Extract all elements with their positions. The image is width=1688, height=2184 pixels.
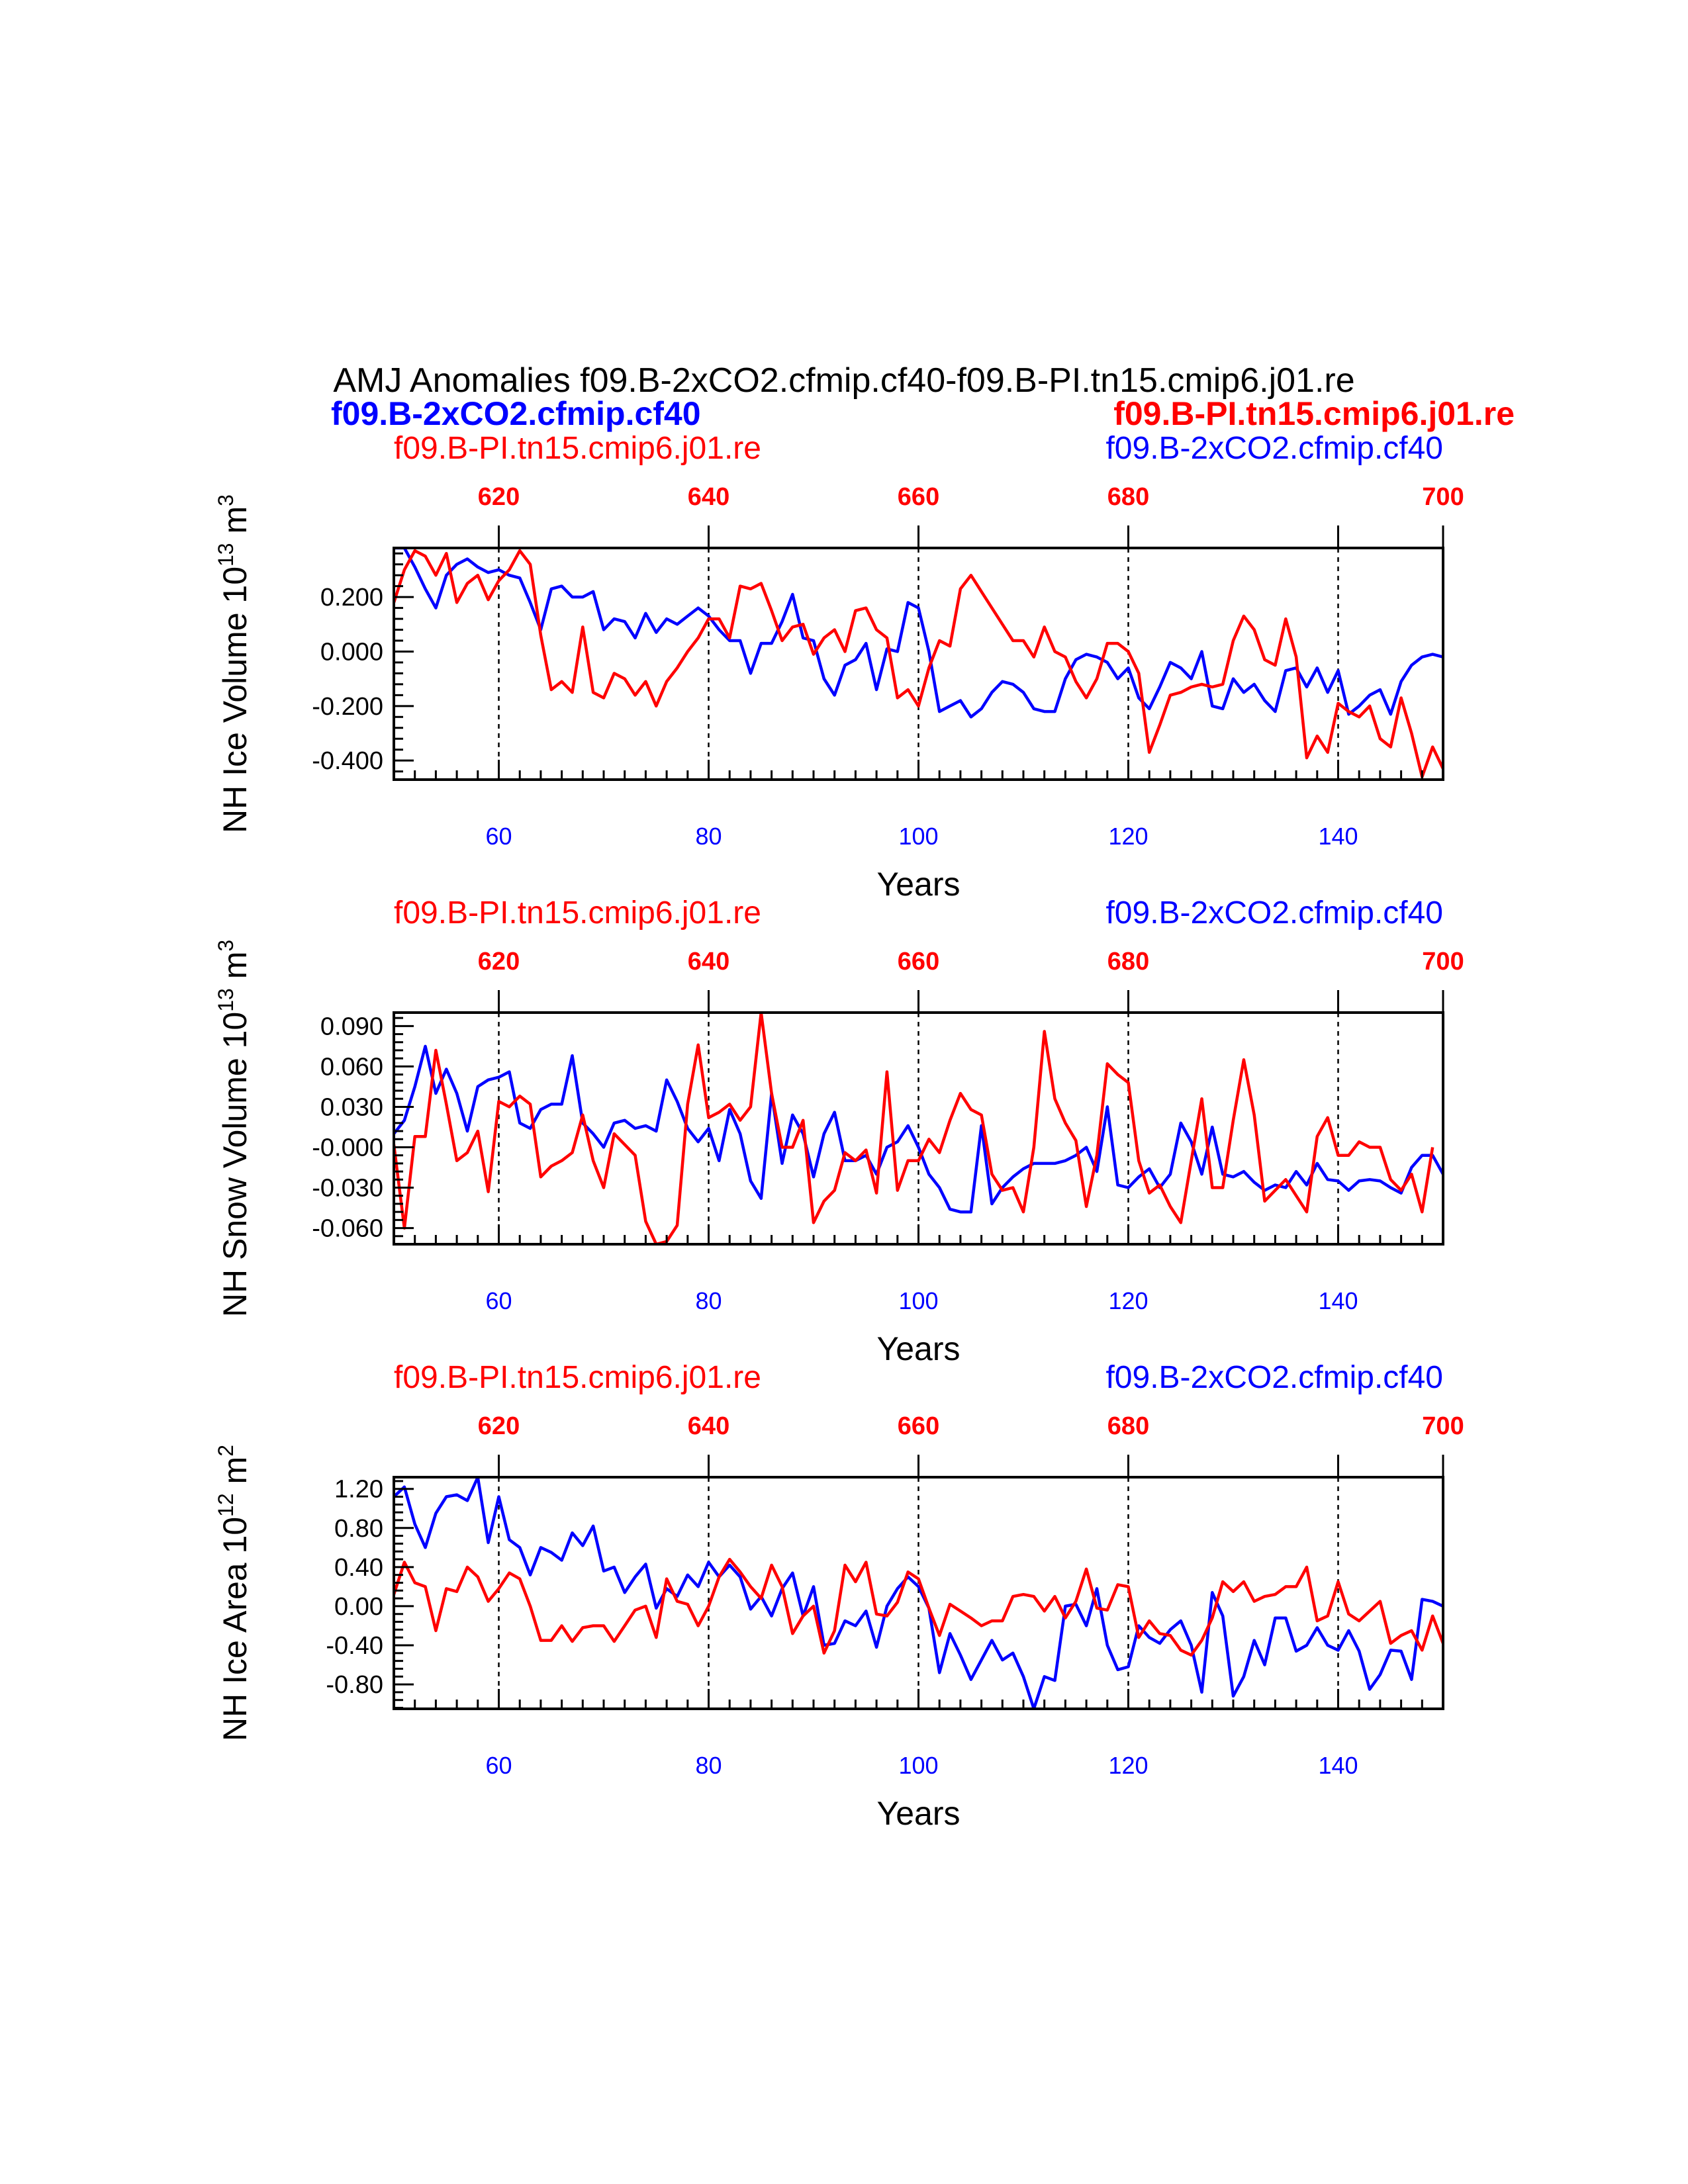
- panel-1: 60 80 100 120 140 620 640 660 680 700 0.200 0.000 -0…: [214, 431, 1464, 903]
- series-line-blue: [394, 1477, 1443, 1709]
- y-tick-label: -0.060: [312, 1215, 383, 1243]
- y-tick-label: -0.400: [312, 747, 383, 775]
- panel-left-label: f09.B-PI.tn15.cmip6.j01.re: [394, 895, 761, 931]
- top-x-tick-label: 620: [478, 948, 520, 976]
- y-axis-title: NH Ice Area 1012 m2: [214, 1445, 254, 1741]
- y-axis-title: NH Ice Volume 1013 m3: [214, 494, 254, 833]
- x-tick-label: 100: [898, 1752, 938, 1779]
- x-axis-title: Years: [876, 1795, 960, 1832]
- y-axis-title-part: 12: [214, 1493, 238, 1517]
- top-x-tick-label: 680: [1107, 948, 1149, 976]
- y-tick-label: 0.090: [320, 1013, 383, 1040]
- y-axis-title-part: 3: [214, 940, 238, 952]
- y-axis-title-part: NH Ice Volume 10: [216, 567, 254, 833]
- y-tick-label: 0.00: [334, 1593, 383, 1621]
- x-tick-label: 60: [485, 823, 512, 850]
- top-x-tick-label: 700: [1422, 483, 1464, 511]
- top-x-tick-label: 680: [1107, 1412, 1149, 1440]
- y-axis-title-part: m: [216, 506, 254, 543]
- y-axis-title-part: NH Ice Area 10: [216, 1517, 254, 1741]
- panel-right-label: f09.B-2xCO2.cfmip.cf40: [1105, 431, 1443, 466]
- y-axis-title-part: m: [216, 952, 254, 989]
- y-tick-label: -0.40: [326, 1632, 383, 1660]
- y-axis-title-part: 2: [214, 1445, 238, 1457]
- y-axis-title-part: 13: [214, 988, 238, 1012]
- x-tick-label: 60: [485, 1287, 512, 1314]
- top-right-bold-legend: f09.B-PI.tn15.cmip6.j01.re: [1113, 395, 1515, 432]
- top-x-tick-label: 660: [898, 948, 939, 976]
- y-tick-label: 0.030: [320, 1093, 383, 1121]
- x-tick-label: 140: [1318, 1287, 1358, 1314]
- top-x-tick-label: 620: [478, 483, 520, 511]
- x-tick-label: 80: [695, 1752, 722, 1779]
- figure-title: AMJ Anomalies f09.B-2xCO2.cfmip.cf40-f09…: [333, 361, 1354, 400]
- y-axis-title: NH Snow Volume 1013 m3: [214, 940, 254, 1317]
- y-tick-label: 0.200: [320, 584, 383, 612]
- y-axis-title-text: NH Ice Volume 1013 m3: [214, 494, 254, 833]
- y-axis-title-part: 13: [214, 543, 238, 567]
- x-tick-label: 120: [1108, 1752, 1148, 1779]
- top-x-tick-label: 660: [898, 483, 939, 511]
- top-x-tick-label: 640: [688, 483, 729, 511]
- y-axis-title-part: NH Snow Volume 10: [216, 1012, 254, 1317]
- y-tick-label: -0.000: [312, 1134, 383, 1161]
- y-tick-label: 0.060: [320, 1053, 383, 1081]
- x-tick-label: 140: [1318, 1752, 1358, 1779]
- top-x-tick-label: 680: [1107, 483, 1149, 511]
- y-tick-label: -0.200: [312, 693, 383, 721]
- top-x-tick-label: 700: [1422, 1412, 1464, 1440]
- top-left-bold-legend: f09.B-2xCO2.cfmip.cf40: [331, 395, 701, 432]
- top-x-tick-label: 620: [478, 1412, 520, 1440]
- top-x-tick-label: 660: [898, 1412, 939, 1440]
- panel-right-label: f09.B-2xCO2.cfmip.cf40: [1105, 1360, 1443, 1395]
- panel-right-label: f09.B-2xCO2.cfmip.cf40: [1105, 895, 1443, 931]
- panel-left-label: f09.B-PI.tn15.cmip6.j01.re: [394, 431, 761, 466]
- x-axis-title: Years: [876, 866, 960, 903]
- x-tick-label: 100: [898, 1287, 938, 1314]
- x-tick-label: 100: [898, 823, 938, 850]
- y-tick-label: 0.000: [320, 638, 383, 666]
- top-x-tick-label: 640: [688, 948, 729, 976]
- y-axis-title-part: 3: [214, 494, 238, 506]
- x-tick-label: 80: [695, 1287, 722, 1314]
- top-x-tick-label: 640: [688, 1412, 729, 1440]
- y-tick-label: -0.030: [312, 1175, 383, 1203]
- panel-3: 60 80 100 120 140 620 640 660 680 700 1.20 0.80 0.40…: [214, 1360, 1464, 1832]
- series-line-red: [394, 1013, 1434, 1244]
- y-tick-label: 0.40: [334, 1554, 383, 1582]
- panels: 60 80 100 120 140 620 640 660 680 700 0.200 0.000 -0…: [214, 431, 1464, 1832]
- panel-2: 60 80 100 120 140 620 640 660 680 700 0.090 0.060 0.…: [214, 895, 1464, 1367]
- y-tick-label: 0.80: [334, 1515, 383, 1543]
- x-tick-label: 60: [485, 1752, 512, 1779]
- series-line-red: [394, 549, 1443, 779]
- x-tick-label: 80: [695, 823, 722, 850]
- y-tick-label: 1.20: [334, 1476, 383, 1504]
- x-axis-title: Years: [876, 1330, 960, 1367]
- series-line-blue: [394, 1044, 1443, 1214]
- y-axis-title-text: NH Ice Area 1012 m2: [214, 1445, 254, 1741]
- y-axis-title-text: NH Snow Volume 1013 m3: [214, 940, 254, 1317]
- x-tick-label: 140: [1318, 823, 1358, 850]
- top-x-tick-label: 700: [1422, 948, 1464, 976]
- panel-left-label: f09.B-PI.tn15.cmip6.j01.re: [394, 1360, 761, 1395]
- x-tick-label: 120: [1108, 1287, 1148, 1314]
- y-axis-title-part: m: [216, 1457, 254, 1494]
- series-line-blue: [394, 548, 1443, 719]
- x-tick-label: 120: [1108, 823, 1148, 850]
- y-tick-label: -0.80: [326, 1671, 383, 1699]
- series-line-red: [394, 1557, 1443, 1657]
